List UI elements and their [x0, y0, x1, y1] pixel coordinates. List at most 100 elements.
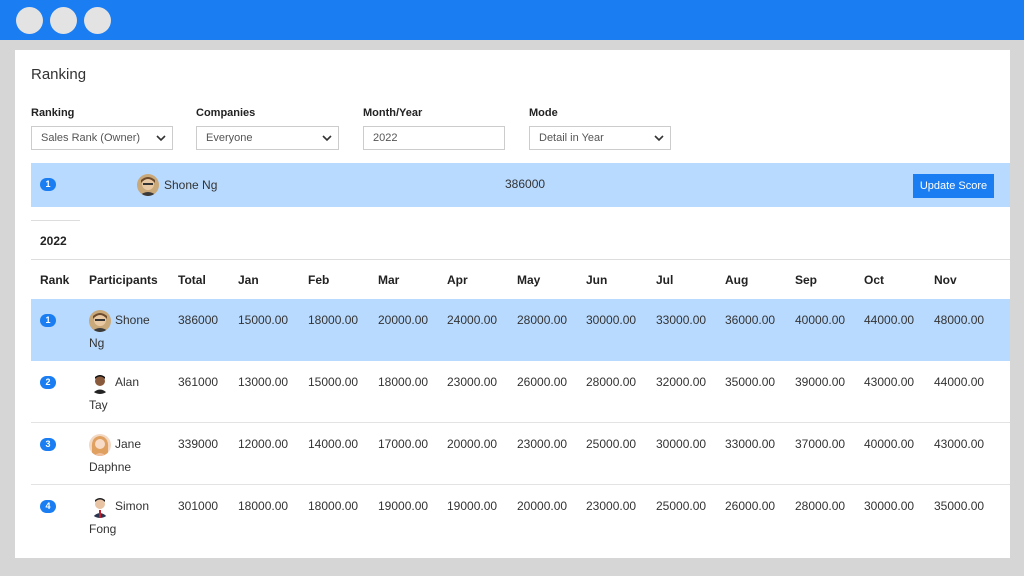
jan-cell: 15000.00 — [238, 313, 289, 327]
aug-cell: 35000.00 — [725, 375, 776, 389]
header-feb: Feb — [308, 273, 330, 287]
sep-cell: 40000.00 — [795, 313, 846, 327]
companies-select[interactable]: Everyone — [196, 126, 339, 150]
total-cell: 339000 — [178, 437, 219, 451]
window-close-dot[interactable] — [16, 7, 43, 34]
mar-cell: 18000.00 — [378, 375, 429, 389]
rank-badge: 1 — [40, 178, 56, 191]
ranking-panel: Ranking Ranking Sales Rank (Owner) Compa… — [15, 50, 1010, 558]
header-mar: Mar — [378, 273, 400, 287]
participant-name: Shone Ng — [89, 313, 150, 350]
window-minimize-dot[interactable] — [50, 7, 77, 34]
may-cell: 20000.00 — [517, 499, 568, 513]
ranking-select[interactable]: Sales Rank (Owner) — [31, 126, 173, 150]
header-sep: Sep — [795, 273, 818, 287]
feb-cell: 18000.00 — [308, 313, 359, 327]
chevron-down-icon — [654, 135, 664, 142]
header-aug: Aug — [725, 273, 749, 287]
ranking-filter-label: Ranking — [31, 107, 75, 119]
tab-2022[interactable]: 2022 — [31, 220, 80, 260]
month-year-filter-label: Month/Year — [363, 107, 423, 119]
header-apr: Apr — [447, 273, 468, 287]
total-cell: 301000 — [178, 499, 219, 513]
aug-cell: 36000.00 — [725, 313, 776, 327]
apr-cell: 23000.00 — [447, 375, 498, 389]
table-divider — [31, 259, 1010, 260]
header-may: May — [517, 273, 541, 287]
top-participant-name: Shone Ng — [164, 178, 218, 192]
oct-cell: 30000.00 — [864, 499, 915, 513]
rank-badge: 3 — [40, 438, 56, 451]
jul-cell: 30000.00 — [656, 437, 707, 451]
jun-cell: 30000.00 — [586, 313, 637, 327]
sep-cell: 28000.00 — [795, 499, 846, 513]
jul-cell: 33000.00 — [656, 313, 707, 327]
nov-cell: 43000.00 — [934, 437, 985, 451]
rank-badge: 2 — [40, 376, 56, 389]
feb-cell: 15000.00 — [308, 375, 359, 389]
header-rank: Rank — [40, 273, 70, 287]
month-year-input-value: 2022 — [373, 132, 398, 144]
apr-cell: 24000.00 — [447, 313, 498, 327]
rank-badge: 1 — [40, 314, 56, 327]
mar-cell: 17000.00 — [378, 437, 429, 451]
oct-cell: 43000.00 — [864, 375, 915, 389]
apr-cell: 20000.00 — [447, 437, 498, 451]
participant-name: Jane Daphne — [89, 437, 142, 474]
sep-cell: 39000.00 — [795, 375, 846, 389]
mode-select-value: Detail in Year — [539, 132, 604, 144]
aug-cell: 33000.00 — [725, 437, 776, 451]
table-row[interactable]: 3 Jane Daphne 339000 12000.00 14000.00 17… — [31, 423, 1010, 485]
aug-cell: 26000.00 — [725, 499, 776, 513]
window-maximize-dot[interactable] — [84, 7, 111, 34]
mar-cell: 19000.00 — [378, 499, 429, 513]
header-jul: Jul — [656, 273, 674, 287]
header-participants: Participants — [89, 273, 158, 287]
update-score-button[interactable]: Update Score — [913, 174, 994, 198]
avatar — [89, 372, 111, 394]
companies-select-value: Everyone — [206, 132, 253, 144]
oct-cell: 40000.00 — [864, 437, 915, 451]
jul-cell: 25000.00 — [656, 499, 707, 513]
participant-name: Alan Tay — [89, 375, 140, 412]
chevron-down-icon — [156, 135, 166, 142]
apr-cell: 19000.00 — [447, 499, 498, 513]
avatar — [89, 434, 111, 456]
oct-cell: 44000.00 — [864, 313, 915, 327]
avatar — [137, 174, 159, 196]
top-ranked-banner: 1 Shone Ng 386000 — [31, 163, 1010, 207]
may-cell: 23000.00 — [517, 437, 568, 451]
jan-cell: 18000.00 — [238, 499, 289, 513]
jul-cell: 32000.00 — [656, 375, 707, 389]
participant-name: Simon Fong — [89, 499, 150, 536]
top-participant-score: 386000 — [505, 177, 546, 191]
month-year-input[interactable]: 2022 — [363, 126, 505, 150]
rank-badge: 4 — [40, 500, 56, 513]
page-title: Ranking — [31, 66, 87, 83]
avatar — [89, 310, 111, 332]
chevron-down-icon — [322, 135, 332, 142]
ranking-select-value: Sales Rank (Owner) — [41, 132, 141, 144]
table-row[interactable]: 1 Shone Ng 386000 15000.00 18000.00 20000… — [31, 299, 1010, 361]
mar-cell: 20000.00 — [378, 313, 429, 327]
table-row[interactable]: 4 Simon Fong 301000 18000.00 18000.00 190… — [31, 485, 1010, 547]
sep-cell: 37000.00 — [795, 437, 846, 451]
jun-cell: 25000.00 — [586, 437, 637, 451]
header-nov: Nov — [934, 273, 957, 287]
mode-filter-label: Mode — [529, 107, 558, 119]
feb-cell: 14000.00 — [308, 437, 359, 451]
jan-cell: 12000.00 — [238, 437, 289, 451]
avatar — [89, 496, 111, 518]
feb-cell: 18000.00 — [308, 499, 359, 513]
mode-select[interactable]: Detail in Year — [529, 126, 671, 150]
companies-filter-label: Companies — [196, 107, 256, 119]
jun-cell: 28000.00 — [586, 375, 637, 389]
header-oct: Oct — [864, 273, 885, 287]
table-row[interactable]: 2 Alan Tay 361000 13000.00 15000.00 18000… — [31, 361, 1010, 423]
nov-cell: 44000.00 — [934, 375, 985, 389]
header-jun: Jun — [586, 273, 608, 287]
jan-cell: 13000.00 — [238, 375, 289, 389]
may-cell: 26000.00 — [517, 375, 568, 389]
title-bar — [0, 0, 1024, 40]
jun-cell: 23000.00 — [586, 499, 637, 513]
